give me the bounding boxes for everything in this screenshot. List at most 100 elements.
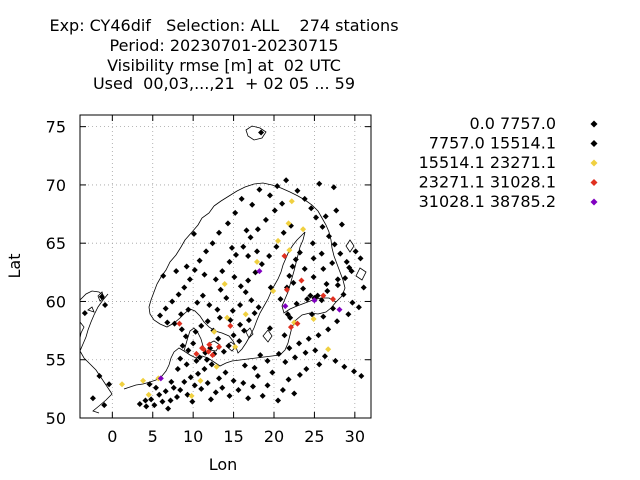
data-point (208, 361, 215, 368)
data-point (211, 328, 218, 335)
data-point (164, 319, 171, 326)
data-point (254, 373, 261, 380)
data-point (325, 233, 332, 240)
data-point (256, 268, 263, 275)
data-point (106, 381, 113, 388)
data-point (286, 345, 293, 352)
data-point (271, 207, 278, 214)
data-point (178, 311, 185, 318)
data-point (280, 229, 287, 236)
data-point (273, 243, 280, 250)
data-point (285, 220, 292, 227)
data-point (174, 366, 181, 373)
data-point (332, 357, 339, 364)
data-point (236, 338, 243, 345)
data-point (294, 320, 301, 327)
data-point (333, 207, 340, 214)
data-point (223, 294, 230, 301)
data-point (183, 361, 190, 368)
data-point (192, 328, 199, 335)
legend-marker (590, 120, 598, 128)
data-point (199, 345, 206, 352)
data-point (294, 187, 301, 194)
data-point (281, 253, 288, 260)
data-point (258, 261, 265, 268)
data-point (185, 306, 192, 313)
data-point (165, 405, 172, 412)
x-tick-label: 0 (107, 427, 117, 446)
legend-marker (590, 198, 598, 206)
data-point (300, 285, 307, 292)
data-point (311, 297, 318, 304)
data-point (245, 395, 252, 402)
data-point (266, 325, 273, 332)
data-point (352, 248, 359, 255)
data-point (240, 380, 247, 387)
x-tick-label: 10 (183, 427, 203, 446)
data-point (171, 320, 178, 327)
data-point (320, 265, 327, 272)
data-point (213, 363, 220, 370)
data-point (206, 341, 213, 348)
data-point (212, 389, 219, 396)
data-point (194, 299, 201, 306)
title-line-1: Exp: CY46dif Selection: ALL 274 stations (49, 16, 399, 35)
data-point (249, 383, 256, 390)
data-point (237, 283, 244, 290)
data-point (342, 275, 349, 282)
data-point (296, 371, 303, 378)
data-point (292, 256, 299, 263)
data-point (325, 346, 332, 353)
data-point (340, 291, 347, 298)
data-point (318, 250, 325, 257)
data-point (235, 387, 242, 394)
y-tick-label: 75 (46, 118, 66, 137)
data-point (288, 198, 295, 205)
data-point (216, 343, 223, 350)
data-point (321, 353, 328, 360)
data-point (222, 369, 229, 376)
data-point (215, 335, 222, 342)
legend-label: 15514.1 23271.1 (419, 153, 556, 172)
data-point (190, 230, 197, 237)
data-point (148, 396, 155, 403)
data-point (254, 248, 261, 255)
data-point (331, 241, 338, 248)
legend-label: 0.0 7757.0 (469, 114, 556, 133)
data-point (266, 253, 273, 260)
data-point (315, 332, 322, 339)
data-point (323, 280, 330, 287)
data-point (338, 221, 345, 228)
y-tick-label: 50 (46, 409, 66, 428)
data-point (182, 333, 189, 340)
plot-frame (79, 114, 372, 419)
data-point (292, 354, 299, 361)
data-point (187, 374, 194, 381)
data-point (206, 301, 213, 308)
data-point (228, 244, 235, 251)
legend-label: 7757.0 15514.1 (429, 134, 556, 153)
title-line-2: Period: 20230701-20230715 (109, 36, 339, 55)
data-point (330, 305, 337, 312)
data-point (334, 282, 341, 289)
data-point (343, 258, 350, 265)
data-point (283, 177, 290, 184)
data-point (217, 286, 224, 293)
data-point (279, 200, 286, 207)
data-point (185, 347, 192, 354)
data-point (181, 284, 188, 291)
data-point (270, 287, 277, 294)
data-point (310, 255, 317, 262)
data-point (242, 311, 249, 318)
data-point (330, 296, 337, 303)
data-point (346, 264, 353, 271)
data-point (201, 271, 208, 278)
data-point (205, 348, 212, 355)
data-point (241, 327, 248, 334)
data-point (220, 348, 227, 355)
data-point (284, 311, 291, 318)
data-point (229, 307, 236, 314)
data-point (269, 369, 276, 376)
